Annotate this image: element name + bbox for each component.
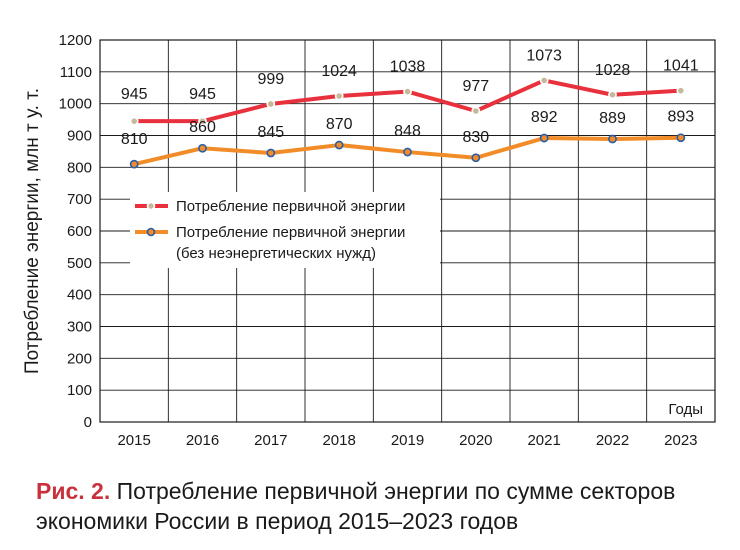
y-tick-label: 600 (67, 223, 92, 240)
data-label: 999 (257, 71, 284, 88)
legend-label-nonenergy-line2: (без неэнергетических нужд) (176, 245, 376, 262)
data-label: 1041 (663, 58, 699, 75)
series-1-point (539, 133, 549, 143)
series-0-point (471, 106, 481, 116)
x-tick-label: 2020 (459, 432, 492, 449)
data-label: 977 (462, 78, 489, 95)
figure-caption: Рис. 2. Потребление первичной энергии по… (36, 476, 726, 536)
y-tick-label: 400 (67, 287, 92, 304)
series-layer (129, 76, 686, 169)
series-0-point (539, 76, 549, 85)
data-label: 1073 (526, 47, 562, 64)
plot-frame (99, 39, 716, 423)
x-tick-label: 2019 (391, 432, 424, 449)
y-tick-label: 500 (67, 255, 92, 272)
data-label: 848 (394, 123, 421, 140)
y-tick-label: 800 (67, 159, 92, 176)
y-axis-label: Потребление энергии, млн т у. т. (22, 88, 43, 374)
series-1-point (676, 133, 686, 143)
data-labels: 945 945 999 1024 1038 977 1073 1028 1041 810 860 84… (121, 47, 699, 148)
y-tick-label: 900 (67, 128, 92, 145)
y-tick-label: 100 (67, 382, 92, 399)
y-tick-label: 700 (67, 191, 92, 208)
series-1-point (129, 159, 139, 169)
y-tick-label: 300 (67, 319, 92, 336)
series-1-point (608, 134, 617, 144)
series-0-point (334, 91, 344, 101)
series-0-point (676, 86, 686, 96)
x-tick-label: 2015 (117, 432, 150, 449)
legend-background (130, 192, 440, 268)
x-tick-label: 2021 (527, 432, 560, 449)
series-1-point (198, 143, 207, 153)
data-label: 945 (121, 86, 148, 103)
series-1-point (403, 147, 412, 157)
y-tick-label: 1000 (59, 96, 92, 113)
series-1-point (334, 140, 344, 150)
series-0-point (129, 116, 139, 126)
legend-label-primary: Потребление первичной энергии (176, 198, 405, 215)
legend: Потребление первичной энергии Потреблени… (130, 192, 440, 268)
chart: 0 100 200 300 400 500 600 700 800 900 1000 1100 1200… (22, 32, 716, 449)
x-tick-label: 2018 (322, 432, 355, 449)
x-tick-label: 2016 (186, 432, 219, 449)
data-label: 870 (326, 116, 353, 133)
x-tick-label: 2022 (596, 432, 629, 449)
caption-text: Потребление первичной энергии по сумме с… (36, 478, 676, 534)
data-label: 1024 (321, 63, 357, 80)
series-1-point (266, 148, 276, 158)
series-0-point (266, 99, 276, 109)
y-tick-label: 1100 (60, 64, 92, 81)
data-label: 892 (531, 109, 558, 126)
data-label: 1028 (595, 62, 631, 79)
x-tick-labels: 2015 2016 2017 2018 2019 2020 2021 2022 2023 (117, 432, 697, 449)
y-tick-label: 1200 (59, 32, 92, 49)
data-label: 945 (189, 86, 216, 103)
data-label: 860 (189, 119, 216, 136)
data-label: 845 (257, 124, 284, 141)
x-tick-label: 2017 (254, 432, 287, 449)
data-label: 810 (121, 131, 148, 148)
data-label: 1038 (390, 59, 426, 76)
y-tick-label: 200 (67, 350, 92, 367)
y-tick-labels: 0 100 200 300 400 500 600 700 800 900 1000 1100 1200 (59, 32, 92, 431)
legend-label-nonenergy: Потребление первичной энергии (176, 224, 405, 241)
x-axis-label: Годы (668, 401, 703, 418)
legend-marker-nonenergy (146, 227, 156, 237)
series-0-point (198, 116, 207, 126)
data-label: 889 (599, 110, 626, 127)
series-0-point (403, 87, 412, 96)
series-0-point (608, 90, 617, 100)
legend-marker-primary (146, 201, 156, 211)
series-1-point (471, 153, 481, 163)
data-label: 893 (667, 109, 694, 126)
data-label: 830 (462, 129, 489, 146)
y-tick-label: 0 (84, 414, 92, 431)
x-tick-label: 2023 (664, 432, 697, 449)
caption-prefix: Рис. 2. (36, 478, 111, 504)
